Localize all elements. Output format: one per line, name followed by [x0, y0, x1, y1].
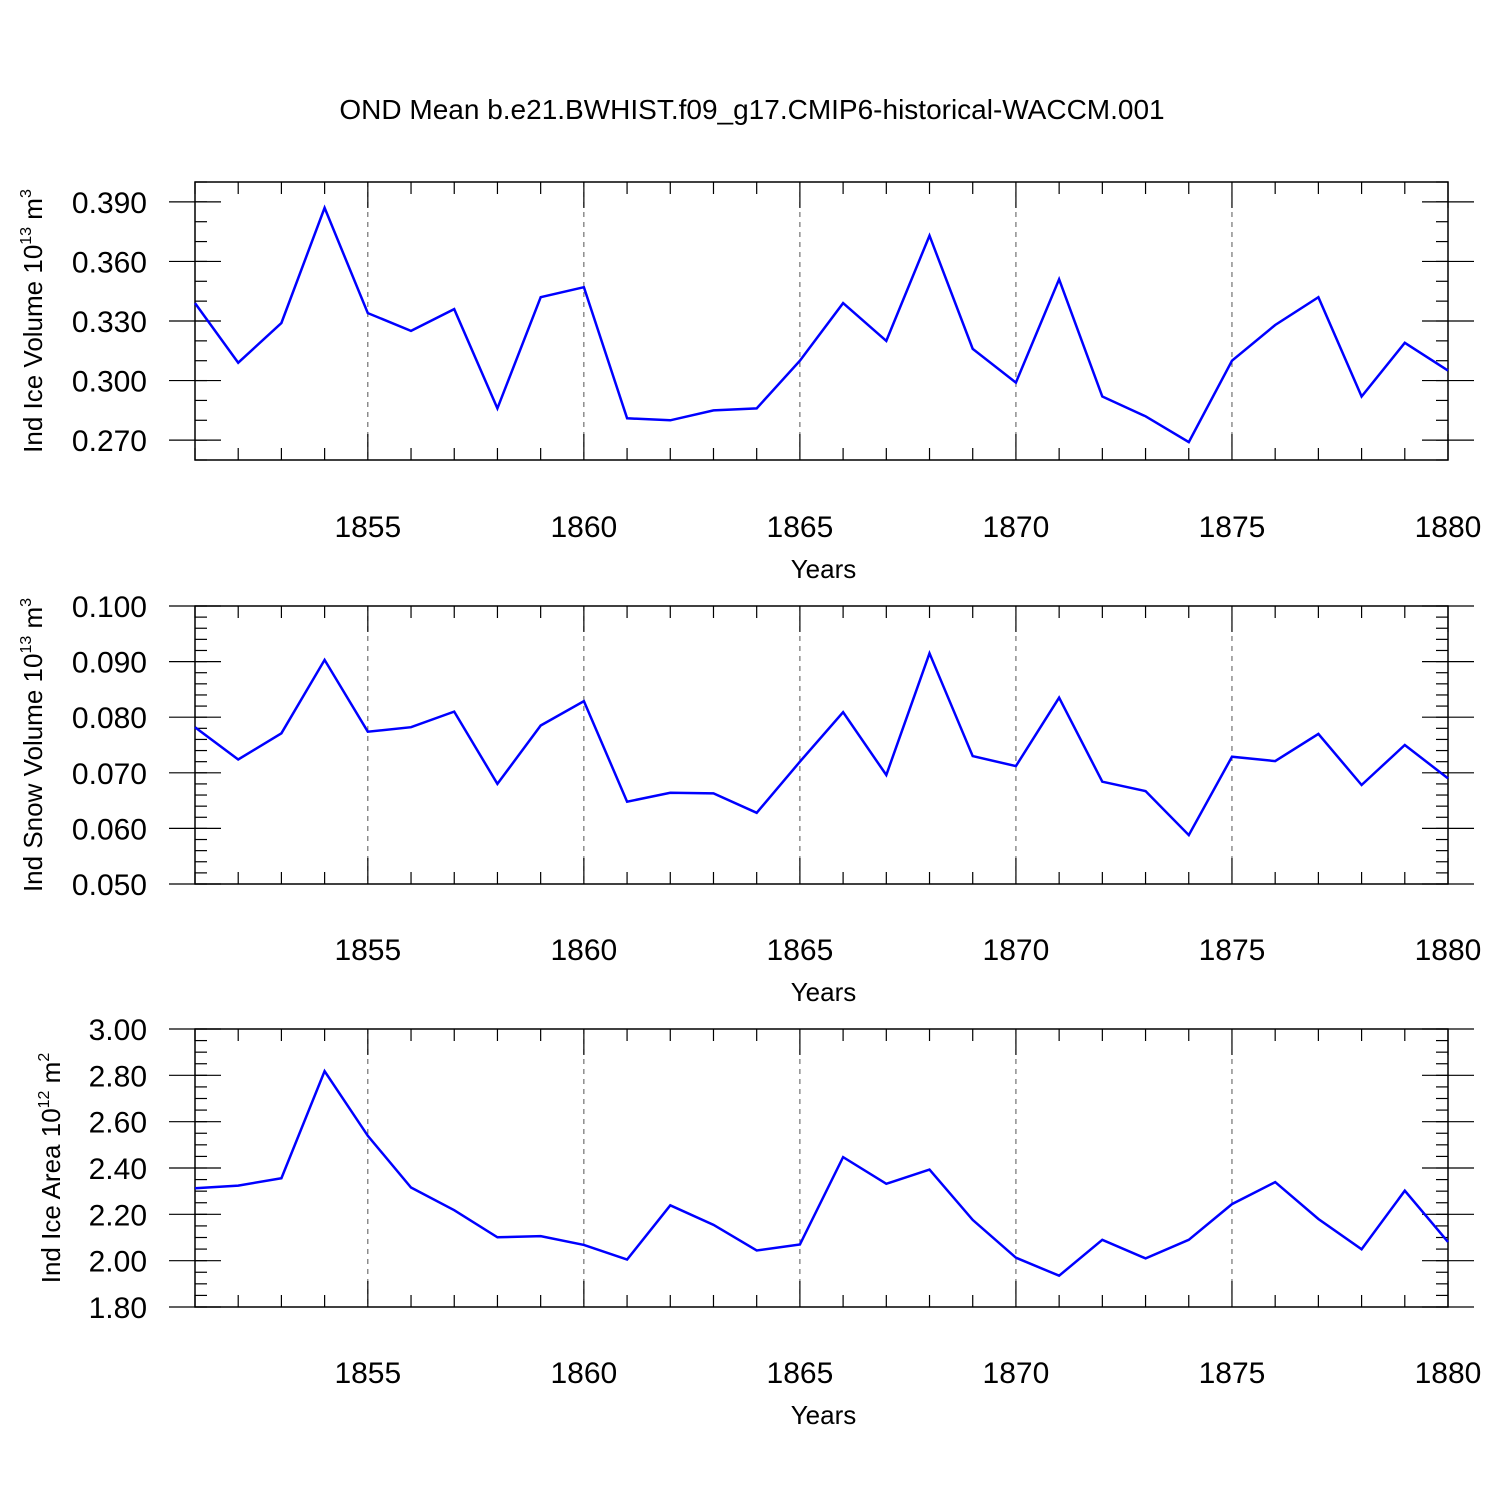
x-tick-label: 1875 [1199, 1357, 1266, 1390]
y-tick-label: 2.80 [89, 1060, 147, 1093]
x-tick-label: 1875 [1199, 934, 1266, 967]
y-tick-label: 2.40 [89, 1153, 147, 1186]
y-tick-label: 2.60 [89, 1107, 147, 1140]
y-tick-label: 0.050 [72, 869, 147, 902]
y-tick-label: 0.080 [72, 702, 147, 735]
y-tick-label: 3.00 [89, 1014, 147, 1047]
y-axis-label: Ind Snow Volume 1013 m3 [18, 598, 48, 892]
y-tick-label: 1.80 [89, 1292, 147, 1325]
chart-title: OND Mean b.e21.BWHIST.f09_g17.CMIP6-hist… [339, 94, 1164, 125]
x-tick-label: 1875 [1199, 511, 1266, 544]
x-tick-label: 1865 [767, 1357, 834, 1390]
y-tick-label: 0.300 [72, 366, 147, 399]
panel-1: 1855 1860 1865 1870 1875 1880 0.270 0.300 0.330 0… [18, 181, 1482, 584]
y-tick-label: 0.360 [72, 246, 147, 279]
x-tick-label: 1855 [334, 511, 401, 544]
y-tick-label: 0.100 [72, 591, 147, 624]
series-line [193, 204, 1449, 444]
series-line [194, 1068, 1449, 1278]
y-tick-label: 0.270 [72, 425, 147, 458]
y-tick-label: 0.330 [72, 306, 147, 339]
x-tick-label: 1880 [1415, 934, 1482, 967]
x-tick-label: 1870 [983, 511, 1050, 544]
x-tick-label: 1880 [1415, 1357, 1482, 1390]
x-tick-label: 1870 [983, 934, 1050, 967]
x-axis-label: Years [791, 554, 857, 584]
y-tick-label: 2.20 [89, 1199, 147, 1232]
y-tick-label: 2.00 [89, 1246, 147, 1279]
x-tick-label: 1860 [550, 1357, 617, 1390]
x-tick-label: 1855 [334, 934, 401, 967]
panels: 1855 1860 1865 1870 1875 1880 0.270 0.300 0.330 0… [18, 181, 1482, 1430]
y-tick-label: 0.060 [72, 813, 147, 846]
panel-3: 1855 1860 1865 1870 1875 1880 1.80 2.00 2.20 2.40… [36, 1014, 1481, 1430]
x-tick-label: 1865 [767, 511, 834, 544]
plot-frame [194, 605, 1449, 885]
x-tick-label: 1865 [767, 934, 834, 967]
x-axis-label: Years [791, 1400, 857, 1430]
y-axis-label: Ind Ice Volume 1013 m3 [18, 189, 48, 453]
x-axis-label: Years [791, 977, 857, 1007]
y-tick-label: 0.090 [72, 647, 147, 680]
x-tick-label: 1860 [550, 511, 617, 544]
plot-frame [194, 1028, 1449, 1308]
y-axis-label: Ind Ice Area 1012 m2 [36, 1053, 66, 1284]
x-tick-label: 1870 [983, 1357, 1050, 1390]
x-tick-label: 1880 [1415, 511, 1482, 544]
y-tick-label: 0.390 [72, 187, 147, 220]
plot-frame [194, 181, 1449, 461]
x-tick-label: 1860 [550, 934, 617, 967]
y-tick-label: 0.070 [72, 758, 147, 791]
x-tick-label: 1855 [334, 1357, 401, 1390]
series-line [194, 649, 1449, 838]
panel-2: 1855 1860 1865 1870 1875 1880 0.050 0.060 0.070 0… [18, 591, 1481, 1007]
